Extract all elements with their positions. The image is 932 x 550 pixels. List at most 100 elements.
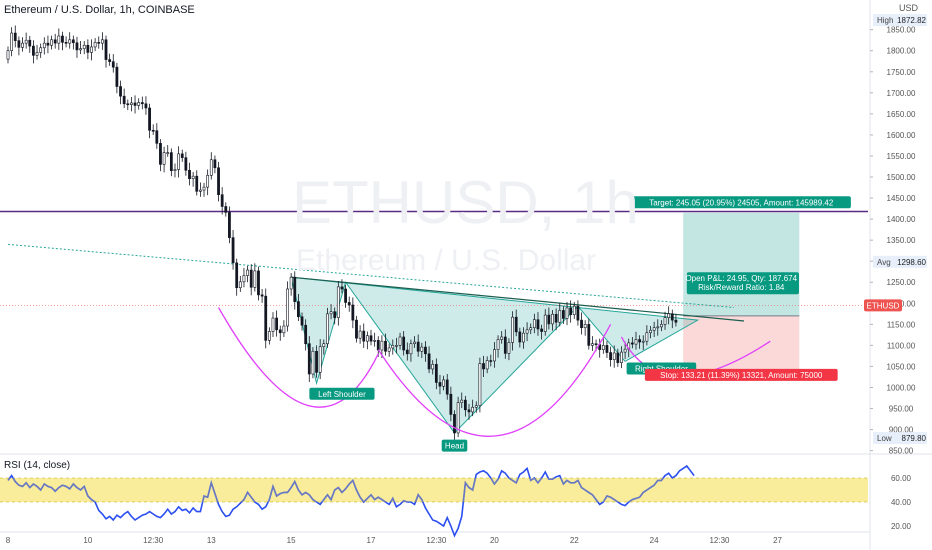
- price-tick-label: 1850.00: [887, 26, 916, 35]
- candle-body: [420, 346, 424, 352]
- candle-body: [467, 409, 471, 413]
- candle-body: [340, 286, 344, 290]
- time-tick-label: 17: [367, 536, 376, 545]
- candle-body: [188, 169, 191, 179]
- svg-text:Risk/Reward Ratio: 1.84: Risk/Reward Ratio: 1.84: [698, 283, 785, 292]
- candle-body: [267, 331, 271, 341]
- price-tick-label: 1250.00: [887, 278, 916, 287]
- candle-body: [387, 347, 391, 352]
- candle-body: [612, 352, 616, 361]
- candle-body: [278, 329, 282, 334]
- candle-body: [674, 319, 678, 323]
- candle-body: [293, 276, 297, 302]
- candle-body: [580, 319, 583, 329]
- candle-body: [376, 340, 380, 351]
- price-tick-label: 1800.00: [887, 47, 916, 56]
- candle-body: [326, 313, 329, 345]
- price-tick-label: 850.00: [889, 447, 914, 456]
- candle-body: [39, 47, 43, 53]
- candle-body: [532, 319, 536, 329]
- candle-body: [286, 288, 289, 327]
- candle-body: [551, 313, 554, 325]
- avg-price-badge: Avg 1298.60: [873, 255, 927, 268]
- candle-body: [209, 159, 213, 176]
- candle-body: [68, 39, 72, 44]
- candle-body: [166, 152, 170, 154]
- svg-text:Open P&L: 24.95, Qty: 187.674: Open P&L: 24.95, Qty: 187.674: [685, 274, 797, 283]
- candle-body: [257, 270, 260, 296]
- candle-body: [645, 332, 649, 342]
- candle-body: [180, 153, 184, 158]
- candle-body: [238, 281, 242, 289]
- price-tick-label: 1750.00: [887, 68, 916, 77]
- candle-body: [322, 343, 326, 347]
- candle-body: [369, 335, 373, 342]
- rsi-line-in-band: [7, 478, 674, 502]
- candle-body: [173, 169, 177, 171]
- candle-body: [558, 310, 562, 323]
- candle-body: [529, 327, 533, 331]
- candle-body: [373, 340, 377, 342]
- left-shoulder-label: Left Shoulder: [309, 387, 375, 400]
- candle-body: [275, 317, 279, 331]
- candle-body: [21, 42, 24, 48]
- candle-body: [17, 40, 21, 48]
- symbol-watermark: ETHUSD, 1h: [292, 169, 639, 236]
- rsi-title[interactable]: RSI (14, close): [4, 460, 71, 471]
- low-price-badge: Low 879.80: [873, 432, 927, 445]
- candle-body: [333, 311, 337, 318]
- candle-body: [362, 330, 366, 342]
- candle-body: [151, 129, 155, 132]
- time-tick-label: 10: [83, 536, 92, 545]
- candle-body: [500, 336, 504, 340]
- candle-body: [217, 167, 220, 195]
- candle-body: [260, 294, 264, 297]
- candle-body: [474, 405, 478, 408]
- price-tick-label: 1400.00: [887, 215, 916, 224]
- candle-body: [82, 44, 86, 49]
- candle-body: [540, 328, 543, 332]
- price-tick-label: 1500.00: [887, 173, 916, 182]
- price-tick-label: 1450.00: [887, 194, 916, 203]
- candle-body: [554, 313, 558, 323]
- candle-body: [460, 399, 464, 403]
- dotted-trend-line: [7, 243, 735, 309]
- candle-body: [115, 66, 119, 87]
- candle-body: [35, 52, 39, 56]
- candle-body: [398, 336, 402, 346]
- candle-body: [409, 343, 413, 355]
- candle-body: [638, 339, 642, 343]
- candle-body: [104, 39, 108, 60]
- target-zone: [683, 212, 800, 316]
- time-tick-label: 27: [773, 536, 782, 545]
- candle-body: [670, 313, 674, 321]
- open-pnl-label: Open P&L: 24.95, Qty: 187.674Risk/Reward…: [685, 272, 799, 295]
- candle-body: [28, 39, 32, 47]
- candle-body: [13, 32, 17, 41]
- candle-body: [108, 59, 112, 62]
- candle-body: [522, 332, 525, 343]
- candle-body: [304, 324, 308, 345]
- price-tick-label: 900.00: [889, 426, 914, 435]
- candle-body: [10, 32, 14, 52]
- currency-label: USD: [898, 3, 918, 13]
- candle-body: [75, 42, 79, 51]
- candle-body: [155, 130, 159, 144]
- svg-text:Stop: 133.21 (11.39%) 13321, A: Stop: 133.21 (11.39%) 13321, Amount: 750…: [660, 371, 823, 380]
- candle-body: [347, 302, 351, 306]
- candle-body: [463, 399, 467, 411]
- svg-text:Left Shoulder: Left Shoulder: [318, 390, 366, 399]
- rsi-tick-label: 20.00: [891, 522, 912, 531]
- candle-body: [199, 189, 202, 192]
- left-shoulder-curve: [217, 307, 379, 408]
- candle-body: [264, 295, 268, 341]
- candle-body: [271, 317, 275, 332]
- candle-body: [431, 364, 435, 370]
- candle-body: [623, 348, 627, 353]
- candle-body: [242, 275, 246, 283]
- candle-body: [224, 206, 228, 213]
- candle-body: [605, 345, 609, 353]
- candle-body: [177, 153, 180, 170]
- candle-body: [358, 330, 362, 339]
